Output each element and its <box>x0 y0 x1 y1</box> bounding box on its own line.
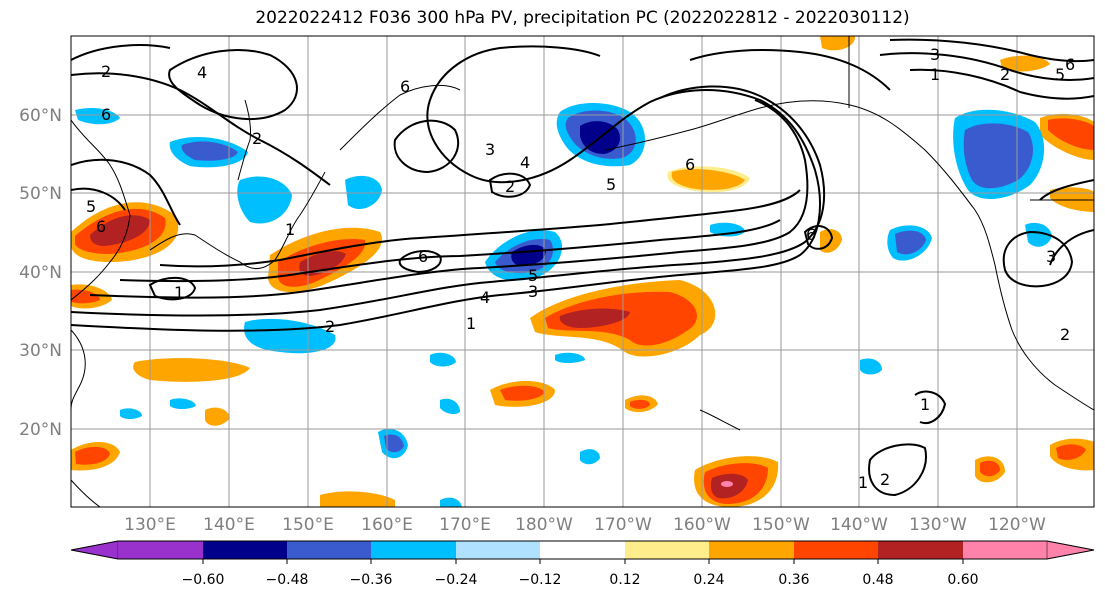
colorbar-tick-labels: −0.60 −0.48 −0.36 −0.24 −0.12 0.12 0.24 … <box>182 572 979 588</box>
lat-label: 20°N <box>19 420 62 440</box>
svg-text:6: 6 <box>96 217 106 236</box>
svg-text:6: 6 <box>101 105 111 124</box>
lat-label: 50°N <box>19 184 62 204</box>
lon-label: 170°E <box>439 515 491 535</box>
svg-text:1: 1 <box>920 395 930 414</box>
lon-label: 130°W <box>909 515 967 535</box>
graticule <box>71 36 1094 507</box>
lon-label: 180°W <box>515 515 573 535</box>
lon-label: 150°W <box>752 515 810 535</box>
colorbar-tick-label: 0.60 <box>947 572 978 588</box>
colorbar-tick-label: 0.24 <box>693 572 724 588</box>
lon-label: 140°E <box>203 515 255 535</box>
colorbar-tick-label: 0.36 <box>778 572 809 588</box>
lon-label: 130°E <box>124 515 176 535</box>
lon-label: 170°W <box>594 515 652 535</box>
colorbar-ticks <box>202 559 964 564</box>
lat-label: 40°N <box>19 263 62 283</box>
svg-text:2: 2 <box>505 177 515 196</box>
lon-label: 160°W <box>673 515 731 535</box>
svg-text:6: 6 <box>685 155 695 174</box>
svg-text:5: 5 <box>606 175 616 194</box>
lon-label: 160°E <box>361 515 413 535</box>
svg-text:4: 4 <box>520 153 530 172</box>
colorbar-tick-label: −0.12 <box>519 572 562 588</box>
colorbar-outline <box>70 540 1095 560</box>
svg-text:2: 2 <box>880 470 890 489</box>
colorbar-tick-label: −0.48 <box>266 572 309 588</box>
colorbar-segment-12 <box>1046 540 1095 560</box>
latitude-labels: 60°N 50°N 40°N 30°N 20°N <box>19 106 62 440</box>
svg-text:1: 1 <box>858 473 868 492</box>
svg-text:5: 5 <box>1055 65 1065 84</box>
colorbar-segment-3 <box>287 541 371 559</box>
colorbar-tick-label: −0.36 <box>350 572 393 588</box>
svg-text:6: 6 <box>1065 55 1075 74</box>
longitude-labels: 130°E 140°E 150°E 160°E 170°E 180°W 170°… <box>124 515 1046 535</box>
svg-text:2: 2 <box>252 129 262 148</box>
lon-label: 120°W <box>988 515 1046 535</box>
colorbar-segment-0 <box>70 540 119 560</box>
svg-text:2: 2 <box>1000 65 1010 84</box>
colorbar-tick-label: 0.12 <box>609 572 640 588</box>
lat-label: 30°N <box>19 341 62 361</box>
svg-text:6: 6 <box>400 77 410 96</box>
colorbar-tick-label: −0.60 <box>182 572 225 588</box>
colorbar-segment-11 <box>963 541 1047 559</box>
svg-text:5: 5 <box>86 197 96 216</box>
map-title: 2022022412 F036 300 hPa PV, precipitatio… <box>255 8 910 28</box>
colorbar-segment-10 <box>878 541 963 559</box>
colorbar-tick-label: 0.48 <box>862 572 893 588</box>
colorbar: −0.60 −0.48 −0.36 −0.24 −0.12 0.12 0.24 … <box>70 540 1095 588</box>
svg-text:3: 3 <box>930 45 940 64</box>
svg-text:1: 1 <box>466 314 476 333</box>
colorbar-segment-1 <box>118 541 203 559</box>
svg-text:5: 5 <box>528 266 538 285</box>
svg-text:3: 3 <box>485 140 495 159</box>
lon-label: 140°W <box>830 515 888 535</box>
pv-contour-labels: 2 1 4 3 5 6 2 4 6 2 5 6 1 1 6 3 4 2 5 6 … <box>86 45 1075 492</box>
colorbar-segment-8 <box>709 541 794 559</box>
colorbar-tick-label: −0.24 <box>435 572 478 588</box>
lon-label: 150°E <box>282 515 334 535</box>
colorbar-segment-4 <box>371 541 456 559</box>
svg-text:3: 3 <box>1046 247 1056 266</box>
svg-text:4: 4 <box>197 63 207 82</box>
colorbar-segment-6 <box>540 541 625 559</box>
colorbar-segment-9 <box>794 541 878 559</box>
colorbar-segment-7 <box>625 541 709 559</box>
map-frame <box>70 35 1095 508</box>
svg-text:1: 1 <box>174 283 184 302</box>
svg-text:1: 1 <box>930 65 940 84</box>
colorbar-segment-5 <box>456 541 540 559</box>
lat-label: 60°N <box>19 106 62 126</box>
svg-text:2: 2 <box>1060 325 1070 344</box>
svg-text:6: 6 <box>418 247 428 266</box>
svg-text:4: 4 <box>480 288 490 307</box>
svg-text:1: 1 <box>285 220 295 239</box>
svg-text:6: 6 <box>806 225 816 244</box>
svg-text:3: 3 <box>528 282 538 301</box>
svg-text:2: 2 <box>101 62 111 81</box>
colorbar-segment-2 <box>203 541 287 559</box>
svg-text:2: 2 <box>325 317 335 336</box>
pv-contours <box>71 38 1094 497</box>
